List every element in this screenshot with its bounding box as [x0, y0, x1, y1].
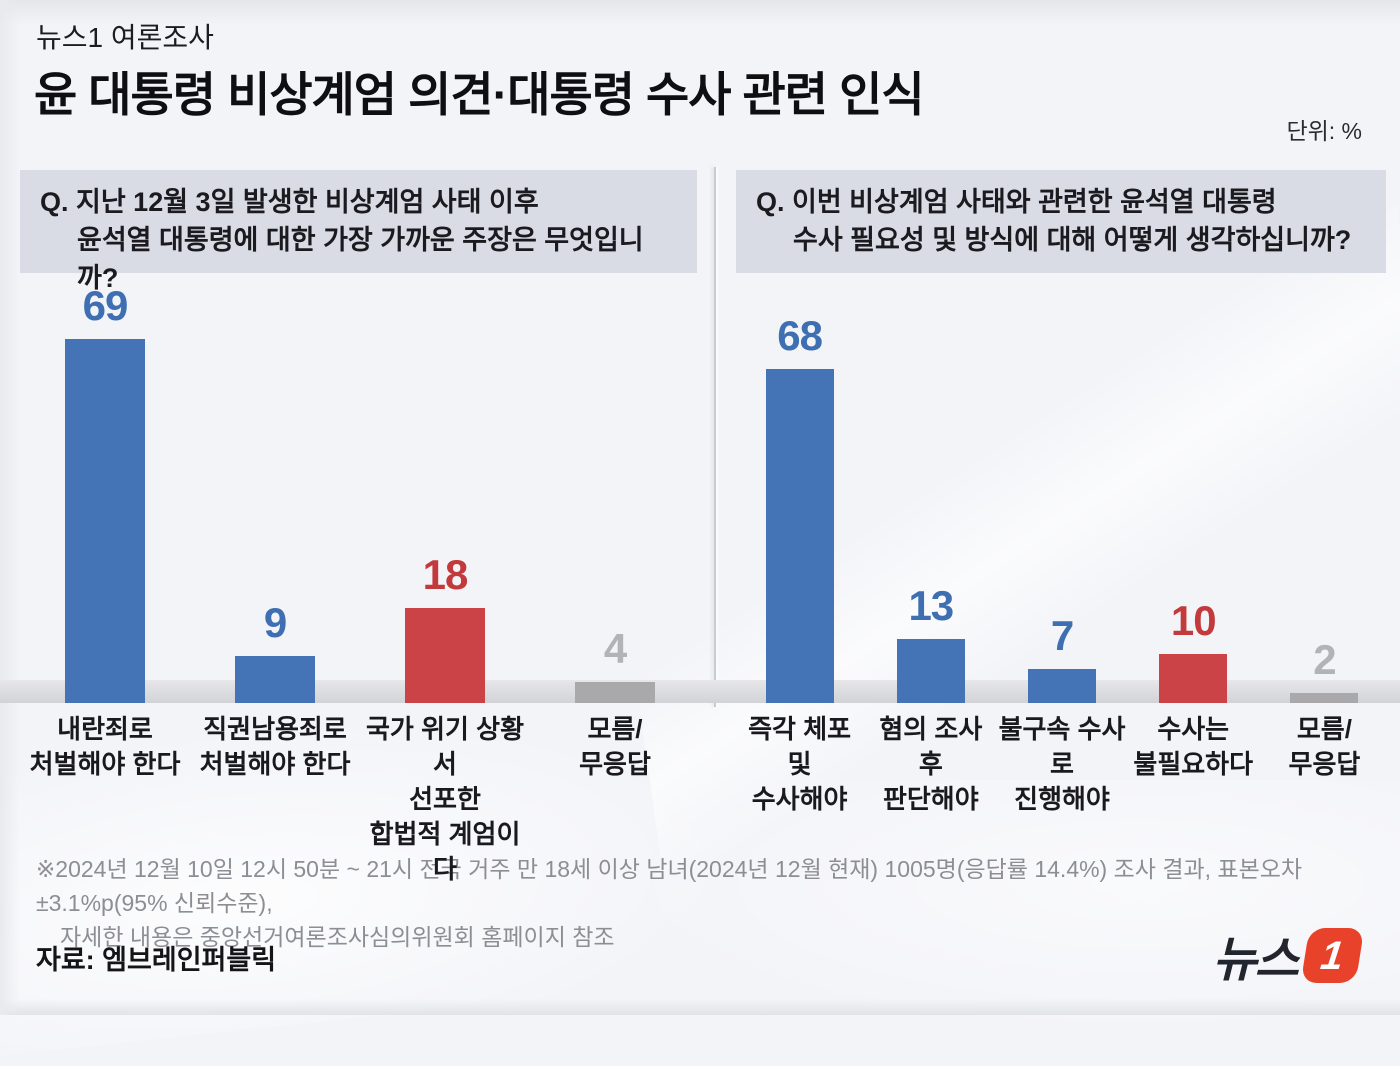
- bar-group: 18: [360, 551, 530, 703]
- bar-group: 9: [190, 599, 360, 703]
- bar-group: 2: [1259, 636, 1390, 703]
- bar-group: 7: [996, 612, 1127, 703]
- footnote-line-2: 자세한 내용은 중앙선거여론조사심의위원회 홈페이지 참조: [60, 924, 615, 950]
- category-label: 즉각 체포 및 수사해야: [748, 714, 852, 814]
- methodology-footnote: ※2024년 12월 10일 12시 50분 ~ 21시 전국 거주 만 18세…: [36, 852, 1400, 954]
- bar-value-label: 18: [422, 551, 469, 598]
- panel-divider: [714, 167, 716, 707]
- bar: [575, 682, 655, 703]
- bar-value-label: 2: [1313, 636, 1336, 683]
- category-label: 국가 위기 상황서 선포한 합법적 계엄이다: [366, 714, 524, 884]
- news1-logo-badge-digit: 1: [1318, 933, 1347, 977]
- bar-value-label: 4: [603, 625, 627, 672]
- bar-group: 69: [20, 282, 190, 703]
- edge-shadow-bottom: [0, 999, 1400, 1015]
- page-title: 윤 대통령 비상계엄 의견·대통령 수사 관련 인식: [34, 68, 925, 121]
- bar-chart-left: 69 9 18 4: [20, 281, 700, 703]
- bar: [65, 339, 145, 703]
- bar-group: 4: [530, 625, 700, 703]
- bar: [405, 608, 485, 703]
- news1-logo: 뉴스 1: [1212, 920, 1365, 990]
- category-labels-left: 내란죄로 처벌해야 한다 직권남용죄로 처벌해야 한다 국가 위기 상황서 선포한 …: [20, 712, 700, 887]
- category-label: 모름/ 무응답: [579, 714, 651, 779]
- bar: [896, 639, 965, 703]
- bar-value-label: 10: [1170, 597, 1217, 644]
- category-labels-right: 즉각 체포 및 수사해야 혐의 조사 후 판단해야 불구속 수사로 진행해야 수사는 …: [734, 712, 1390, 817]
- bar-value-label: 68: [777, 312, 823, 359]
- bar: [235, 656, 315, 703]
- question-box-right: Q. 이번 비상계엄 사태와 관련한 윤석열 대통령 수사 필요성 및 방식에 …: [736, 170, 1386, 273]
- unit-label: 단위: %: [1286, 118, 1362, 144]
- category-label: 불구속 수사로 진행해야: [998, 714, 1126, 814]
- bar-group: 13: [865, 582, 996, 703]
- question-line-1: Q. 지난 12월 3일 발생한 비상계엄 사태 이후: [40, 187, 539, 217]
- category-label: 혐의 조사 후 판단해야: [879, 714, 983, 814]
- source-label: 자료: 엠브레인퍼블릭: [36, 945, 277, 975]
- category-label: 수사는 불필요하다: [1133, 714, 1254, 779]
- bar: [1159, 654, 1228, 703]
- bar-value-label: 7: [1050, 612, 1074, 659]
- question-line-1: Q. 이번 비상계엄 사태와 관련한 윤석열 대통령: [756, 187, 1277, 217]
- bar-value-label: 13: [908, 582, 954, 629]
- bar-group: 68: [734, 312, 865, 703]
- news1-logo-badge: 1: [1300, 927, 1365, 983]
- question-line-2: 윤석열 대통령에 대한 가장 가까운 주장은 무엇입니까?: [77, 225, 644, 293]
- footnote-line-1: ※2024년 12월 10일 12시 50분 ~ 21시 전국 거주 만 18세…: [36, 856, 1303, 916]
- question-box-left: Q. 지난 12월 3일 발생한 비상계엄 사태 이후 윤석열 대통령에 대한 …: [20, 170, 697, 293]
- bar-value-label: 69: [82, 282, 129, 329]
- category-label: 내란죄로 처벌해야 한다: [29, 714, 181, 779]
- bar: [1290, 693, 1359, 703]
- bar: [765, 369, 834, 703]
- question-line-2: 수사 필요성 및 방식에 대해 어떻게 생각하십니까?: [793, 225, 1352, 255]
- edge-shadow-left: [0, 0, 20, 1015]
- bar-value-label: 9: [263, 599, 287, 646]
- bar-chart-right: 68 13 7 10 2: [734, 281, 1390, 703]
- bar: [1028, 669, 1096, 703]
- bar-group: 10: [1128, 597, 1259, 703]
- category-label: 직권남용죄로 처벌해야 한다: [199, 714, 351, 779]
- poll-kicker: 뉴스1 여론조사: [36, 22, 214, 53]
- category-label: 모름/ 무응답: [1288, 714, 1361, 779]
- news1-logo-text: 뉴스: [1212, 934, 1299, 987]
